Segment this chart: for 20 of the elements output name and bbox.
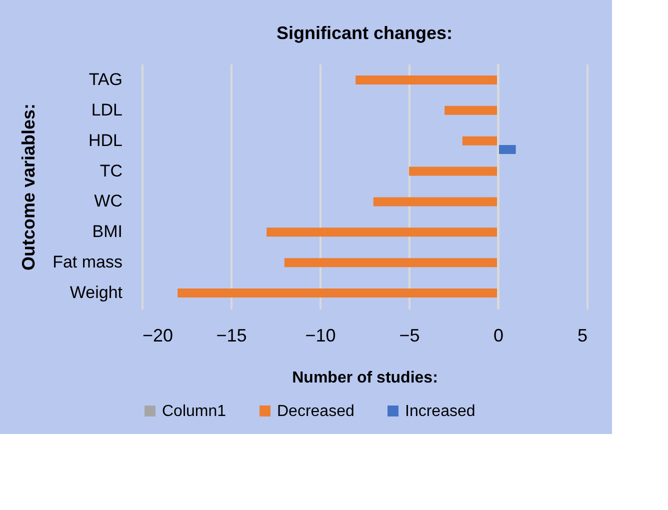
x-tick-label: −10 xyxy=(305,326,336,346)
y-tick-label: HDL xyxy=(88,130,122,150)
x-tick-label: −5 xyxy=(399,326,420,346)
x-axis-title: Number of studies: xyxy=(292,370,438,386)
legend-label: Increased xyxy=(405,403,476,420)
y-tick-label: LDL xyxy=(91,100,122,120)
y-tick-label: Fat mass xyxy=(52,252,122,272)
y-tick-label: BMI xyxy=(92,222,122,242)
y-axis-title: Outcome variables: xyxy=(18,103,39,271)
legend-label: Decreased xyxy=(277,403,354,420)
y-tick-label: WC xyxy=(94,192,122,211)
x-tick-label: 5 xyxy=(577,326,588,346)
chart-title: Significant changes: xyxy=(276,23,453,43)
x-tick-label: −15 xyxy=(216,326,247,346)
y-tick-label: TAG xyxy=(88,70,122,89)
legend-label: Column1 xyxy=(162,403,226,420)
x-tick-label: 0 xyxy=(493,326,504,346)
y-tick-label: Weight xyxy=(70,283,123,302)
y-tick-label: TC xyxy=(100,161,122,180)
x-tick-label: −20 xyxy=(142,326,174,346)
